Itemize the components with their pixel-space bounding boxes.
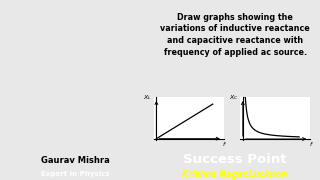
Text: $X_C$: $X_C$ [229, 94, 238, 102]
Text: Draw graphs showing the
variations of inductive reactance
and capacitive reactan: Draw graphs showing the variations of in… [160, 13, 310, 57]
Text: $X_L$: $X_L$ [143, 93, 152, 102]
Text: Success Point: Success Point [183, 153, 287, 166]
Text: f: f [223, 142, 225, 147]
Text: Gaurav Mishra: Gaurav Mishra [41, 156, 109, 165]
Text: Expert in Physics: Expert in Physics [41, 171, 109, 177]
Text: Krishna Nagar,Lucknow: Krishna Nagar,Lucknow [182, 170, 288, 179]
Text: f: f [309, 142, 312, 147]
